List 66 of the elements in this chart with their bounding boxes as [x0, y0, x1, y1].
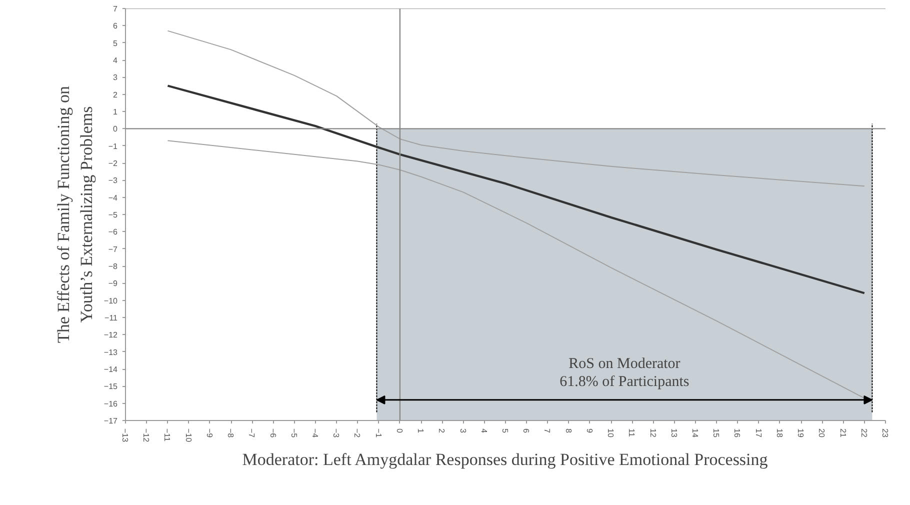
y-tick-label: 7	[113, 4, 118, 14]
x-tick-label: 23	[880, 428, 890, 438]
y-tick-label: −14	[104, 365, 118, 374]
x-tick-label: −9	[204, 428, 214, 438]
x-tick-label: 10	[606, 428, 616, 438]
y-tick-label: −9	[108, 279, 118, 288]
y-tick-label: −1	[108, 142, 118, 151]
x-tick-label: 6	[522, 428, 531, 434]
y-tick-label: −7	[108, 244, 118, 254]
line-series	[166, 84, 866, 294]
y-tick-label: −5	[108, 210, 118, 220]
y-tick-label: −8	[108, 262, 118, 271]
x-tick-label: 20	[817, 428, 826, 438]
x-tick-label: 13	[669, 428, 678, 438]
x-tick-label: 2	[437, 428, 446, 434]
y-tick-label: 4	[113, 56, 118, 65]
x-tick-label: −1	[374, 428, 383, 438]
y-tick-label: −16	[104, 399, 118, 408]
x-tick-label: 21	[838, 428, 848, 438]
y-tick-label: −10	[104, 296, 118, 306]
y-tick-label: 3	[113, 73, 118, 82]
x-tick-label: −11	[162, 428, 172, 442]
x-tick-label: −6	[268, 428, 278, 438]
annotation: RoS on Moderator 61.8% of Participants	[560, 356, 690, 390]
x-tick-label: 15	[712, 428, 721, 438]
x-tick-label: 4	[479, 428, 488, 434]
x-tick-label: −10	[184, 428, 193, 443]
y-tick-label: −3	[108, 176, 118, 186]
x-tick-label: 11	[627, 428, 636, 438]
x-tick-label: −3	[332, 428, 341, 438]
x-tick-label: 8	[564, 428, 573, 434]
x-tick-label: 7	[542, 428, 552, 434]
y-tick-label: 1	[113, 108, 118, 116]
x-tick-label: −7	[247, 428, 256, 438]
y-tick-label: −12	[104, 330, 118, 340]
x-tick-label: 12	[648, 428, 658, 438]
y-tick-label: −6	[108, 228, 118, 237]
line-series	[167, 30, 865, 187]
x-tick-label: 3	[458, 428, 468, 434]
x-tick-label: −12	[142, 428, 151, 443]
x-tick-label: 14	[690, 428, 700, 438]
y-axis-title: The Effects of Family Functioning on Youth’s Externalizing Problems	[54, 85, 96, 344]
y-tick-label: 6	[113, 22, 118, 31]
x-tick-label: −2	[352, 428, 362, 438]
x-tick-label: 5	[500, 428, 510, 434]
x-tick-label: 19	[796, 428, 806, 438]
y-tick-label: −17	[104, 416, 118, 426]
x-tick-label: 9	[584, 428, 594, 434]
x-tick-label: −4	[310, 428, 320, 438]
x-tick-label: −8	[226, 428, 236, 438]
x-tick-label: 16	[732, 428, 742, 438]
y-tick-label: 5	[113, 38, 118, 48]
x-tick-label: 17	[754, 428, 763, 438]
y-tick-label: −15	[104, 382, 118, 392]
y-tick-label: −4	[108, 193, 118, 202]
y-tick-label: −2	[108, 159, 118, 168]
y-tick-label: −13	[104, 348, 118, 357]
x-tick-label: 1	[416, 428, 426, 434]
x-tick-label: 0	[394, 428, 404, 434]
x-tick-label: 18	[774, 428, 784, 438]
y-tick-label: 0	[113, 124, 118, 134]
x-axis-title: Moderator: Left Amygdalar Responses during Positive Emotional Processing	[242, 450, 768, 470]
y-tick-label: 2	[113, 90, 118, 100]
x-tick-label: 22	[859, 428, 868, 438]
y-tick-label: −11	[104, 314, 118, 322]
x-tick-label: −5	[289, 428, 298, 438]
